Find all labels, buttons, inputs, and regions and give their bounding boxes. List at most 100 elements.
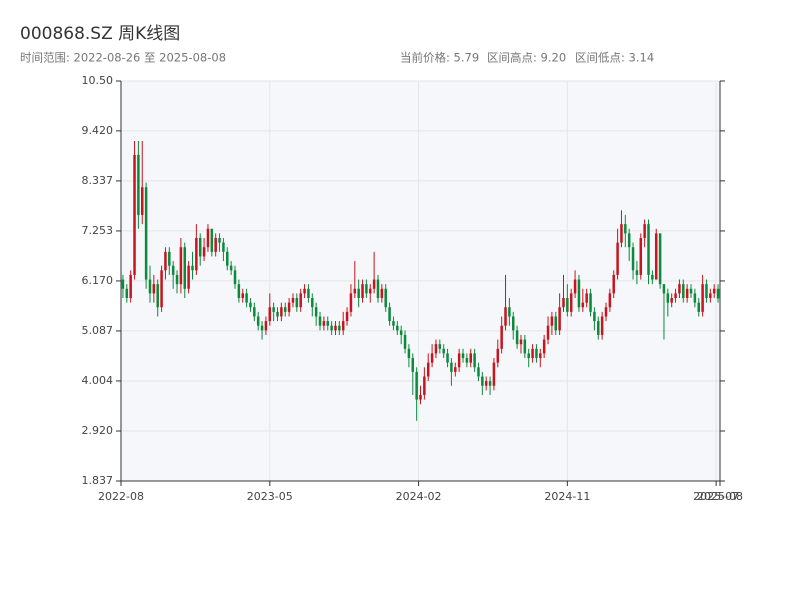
y-tick-label: 10.50 [82, 74, 114, 87]
candle-body [597, 321, 600, 335]
candle-body [662, 284, 666, 294]
candle-body [446, 353, 449, 363]
candle-body [585, 293, 588, 303]
candle-body [454, 367, 457, 372]
candle-body [488, 381, 492, 386]
candle-body [562, 298, 565, 308]
candle-body [705, 284, 708, 299]
candle-body [496, 348, 500, 363]
candle-body [365, 284, 368, 294]
candle-body [481, 376, 484, 386]
candle-body [589, 293, 592, 312]
candle-body [283, 307, 287, 312]
candle-body [214, 237, 217, 252]
info-text: 区间高点: 9.20 [487, 51, 566, 65]
candle-body [643, 224, 646, 238]
candle-body [392, 321, 395, 326]
candle-body [593, 311, 596, 322]
candle-body [573, 279, 577, 294]
candle-body [674, 293, 677, 299]
candle-body [268, 307, 272, 322]
candle-body [334, 325, 337, 331]
candle-body [670, 298, 673, 303]
candle-body [338, 325, 341, 331]
candle-body [311, 298, 314, 308]
candle-body [280, 307, 283, 317]
candle-body [523, 339, 527, 354]
info-text: 当前价格: 5.79 [400, 51, 479, 65]
x-tick-label: 2024-11 [544, 490, 590, 503]
candle-body [125, 288, 129, 299]
candle-body [241, 293, 244, 299]
candle-body [341, 321, 345, 331]
candle-body [647, 224, 650, 275]
candle-body [376, 279, 380, 299]
candle-body [504, 307, 507, 326]
candle-body [121, 279, 125, 289]
candle-body [295, 298, 299, 308]
candle-body [616, 242, 619, 275]
candle-body [183, 247, 187, 289]
candle-body [651, 274, 654, 280]
candle-body [133, 154, 136, 275]
candle-body [531, 348, 534, 359]
candle-body [434, 344, 438, 354]
candle-body [693, 293, 697, 303]
candle-body [156, 284, 159, 308]
candle-body [318, 316, 322, 326]
candle-body [129, 274, 132, 299]
candle-body [712, 288, 716, 294]
candle-body [369, 288, 372, 294]
candle-body [442, 348, 445, 354]
candle-body [245, 293, 248, 303]
candle-body [515, 330, 519, 345]
candle-body [438, 344, 442, 349]
candle-body [198, 237, 202, 257]
candle-body [187, 265, 190, 289]
x-tick-label: 2025-08 [697, 490, 743, 503]
candle-body [195, 237, 198, 271]
candle-body [581, 302, 585, 308]
candle-body [233, 270, 237, 285]
candle-body [608, 293, 612, 308]
candle-body [666, 293, 670, 303]
candle-body [569, 293, 573, 312]
candle-body [500, 325, 503, 349]
candle-body [229, 265, 233, 271]
candle-body [264, 321, 268, 331]
candle-body [357, 288, 360, 299]
y-tick-label: 4.004 [82, 374, 114, 387]
candle-body [411, 358, 415, 372]
candle-body [639, 237, 643, 275]
candle-body [426, 362, 430, 377]
candle-body [210, 228, 214, 252]
candle-body [484, 381, 488, 386]
candle-body [202, 247, 206, 257]
candle-body [361, 284, 364, 299]
candle-body [380, 288, 384, 299]
candle-body [600, 316, 604, 335]
candle-body [237, 284, 241, 299]
candle-body [612, 274, 615, 294]
candle-body [299, 293, 302, 308]
candle-body [419, 394, 422, 400]
y-tick-label: 6.170 [82, 274, 114, 287]
candle-body [218, 237, 221, 243]
candle-body [291, 298, 295, 303]
candle-body [353, 288, 357, 294]
y-tick-label: 7.253 [82, 224, 114, 237]
candle-body [697, 302, 701, 312]
candle-body [384, 288, 387, 308]
info-text: 区间低点: 3.14 [575, 51, 654, 65]
candle-body [508, 307, 511, 317]
candle-body [314, 307, 318, 317]
candle-body [415, 371, 418, 400]
candle-body [206, 228, 210, 248]
candle-body [469, 353, 472, 363]
candle-body [144, 187, 148, 280]
candle-body [349, 293, 353, 312]
candle-body [175, 274, 179, 285]
candle-body [682, 284, 685, 299]
candle-body [473, 353, 476, 368]
